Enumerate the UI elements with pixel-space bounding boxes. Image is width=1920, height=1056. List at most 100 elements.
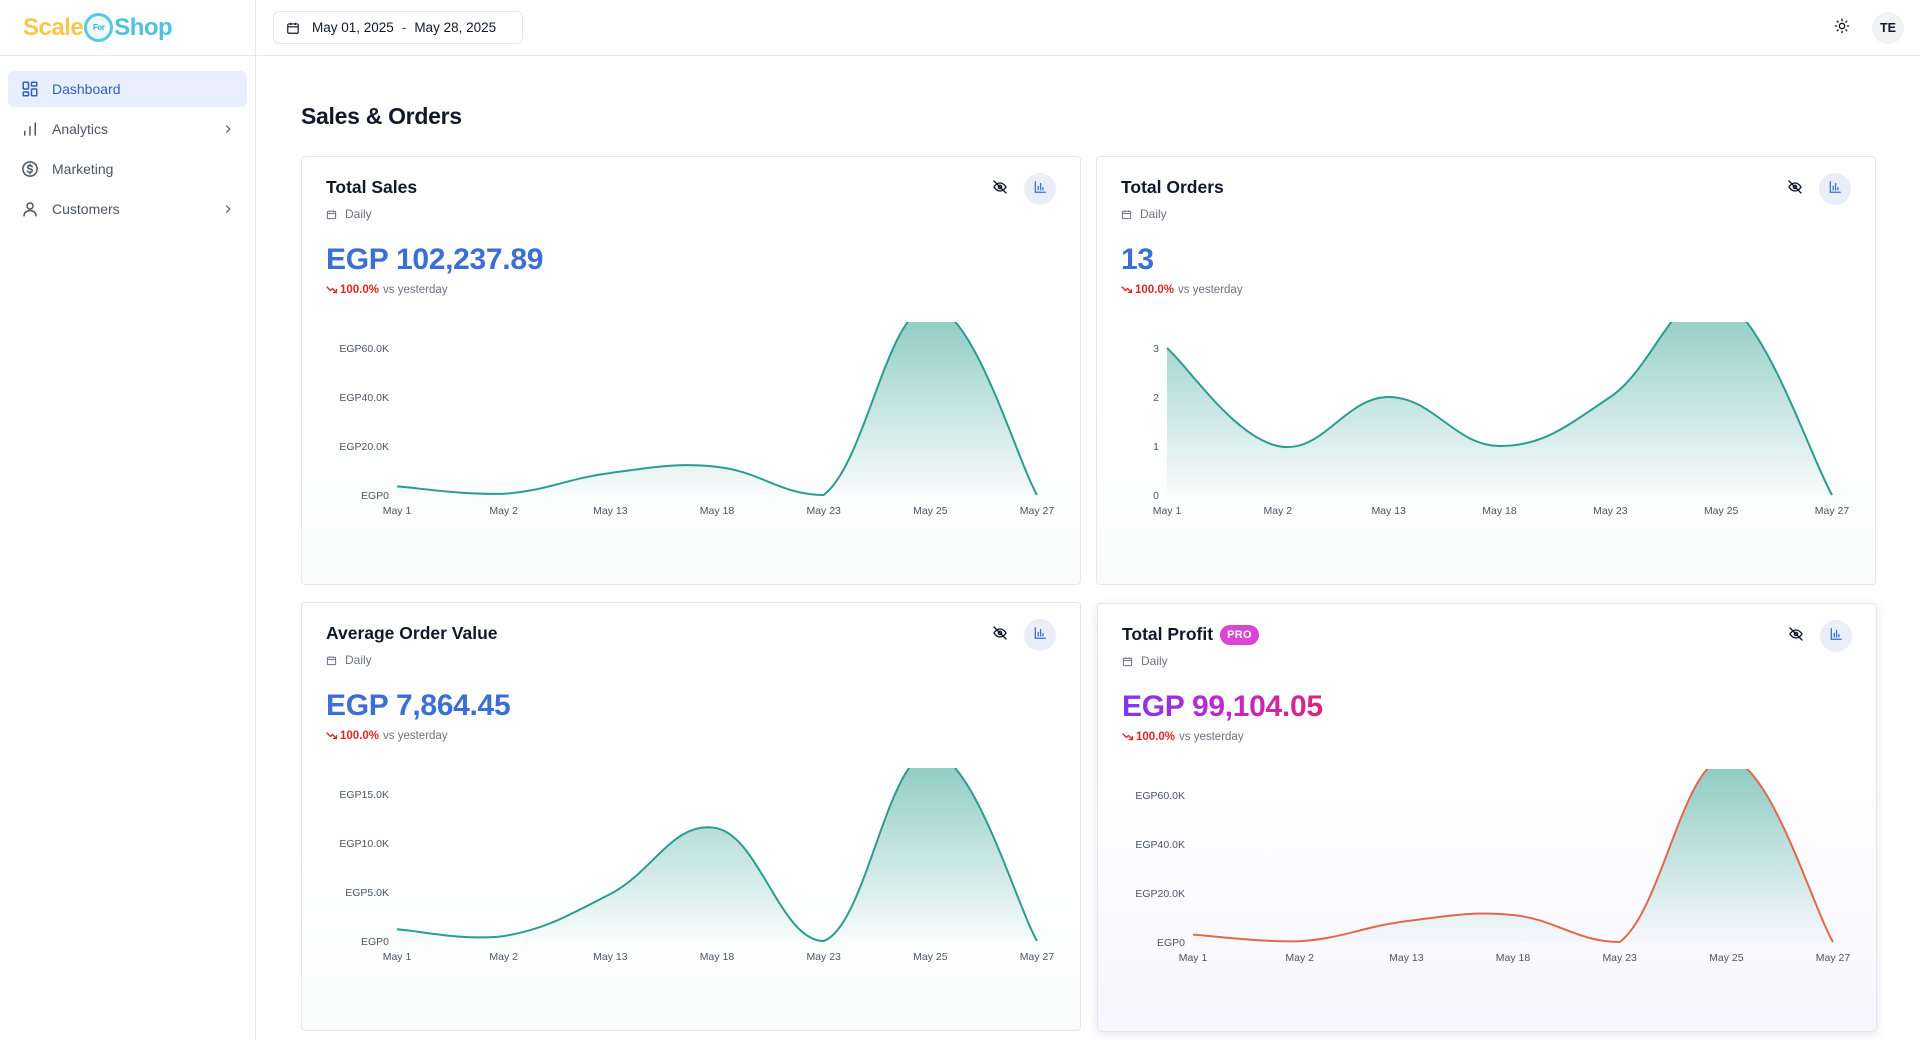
y-tick-label: EGP0 xyxy=(361,936,389,948)
x-tick-label: May 2 xyxy=(489,951,518,963)
chart-view-button[interactable] xyxy=(1819,173,1851,205)
y-tick-label: EGP20.0K xyxy=(1135,888,1185,900)
data-point[interactable] xyxy=(1164,345,1170,351)
data-point[interactable] xyxy=(821,492,827,498)
change-percent: 100.0% xyxy=(1135,284,1175,296)
bar-chart-icon xyxy=(20,119,40,139)
chart-area-fill xyxy=(1193,769,1833,942)
card-change: 100.0% vs yesterday xyxy=(326,730,448,742)
hide-card-button[interactable] xyxy=(984,619,1016,651)
x-tick-label: May 13 xyxy=(1389,952,1424,964)
data-point[interactable] xyxy=(1190,932,1196,938)
sidebar-item-dashboard[interactable]: Dashboard xyxy=(8,71,247,107)
calendar-icon xyxy=(1122,656,1133,667)
data-point[interactable] xyxy=(1034,938,1040,944)
chart-view-button[interactable] xyxy=(1024,173,1056,205)
sidebar-item-marketing[interactable]: Marketing xyxy=(8,151,247,187)
sidebar-item-label: Analytics xyxy=(52,121,109,137)
sidebar-item-customers[interactable]: Customers xyxy=(8,191,247,227)
data-point[interactable] xyxy=(394,926,400,932)
sidebar-item-label: Marketing xyxy=(52,161,114,177)
data-point[interactable] xyxy=(821,938,827,944)
x-tick-label: May 18 xyxy=(700,505,735,517)
sidebar-nav: Dashboard Analytics Marketing xyxy=(0,56,255,227)
x-tick-label: May 25 xyxy=(1709,952,1744,964)
x-tick-label: May 2 xyxy=(1264,505,1293,517)
y-tick-label: EGP60.0K xyxy=(1135,790,1185,802)
x-tick-label: May 1 xyxy=(1153,505,1182,517)
bar-chart-icon xyxy=(1033,180,1047,199)
chart-total-sales: EGP0EGP20.0KEGP40.0KEGP60.0KEGP80.0KMay … xyxy=(339,322,1054,517)
card-title: Total Orders xyxy=(1121,177,1224,198)
card-period-label: Daily xyxy=(345,653,372,667)
x-tick-label: May 18 xyxy=(700,951,735,963)
data-point[interactable] xyxy=(1034,492,1040,498)
user-icon xyxy=(20,199,40,219)
data-point[interactable] xyxy=(1297,938,1303,944)
data-point[interactable] xyxy=(714,825,720,831)
data-point[interactable] xyxy=(1386,394,1392,400)
hide-card-button[interactable] xyxy=(984,173,1016,205)
chart-view-button[interactable] xyxy=(1820,620,1852,652)
y-tick-label: 3 xyxy=(1153,343,1159,355)
hide-card-button[interactable] xyxy=(1779,173,1811,205)
data-point[interactable] xyxy=(1403,918,1409,924)
bar-chart-icon xyxy=(1829,627,1843,646)
x-tick-label: May 25 xyxy=(913,505,948,517)
card-actions xyxy=(1779,173,1851,205)
data-point[interactable] xyxy=(501,491,507,497)
hide-card-button[interactable] xyxy=(1780,620,1812,652)
card-title-text: Total Sales xyxy=(326,177,418,197)
bar-chart-icon xyxy=(1828,180,1842,199)
date-range-separator: - xyxy=(401,20,407,35)
data-point[interactable] xyxy=(607,891,613,897)
date-range-picker[interactable]: May 01, 2025 - May 28, 2025 xyxy=(273,11,523,44)
data-point[interactable] xyxy=(1510,912,1516,918)
card-change: 100.0% vs yesterday xyxy=(1122,731,1244,743)
y-tick-label: EGP10.0K xyxy=(339,838,389,850)
user-avatar[interactable]: TE xyxy=(1872,12,1904,44)
y-tick-label: EGP0 xyxy=(1157,937,1185,949)
card-period: Daily xyxy=(326,653,372,667)
chart-area-fill xyxy=(397,768,1037,941)
x-tick-label: May 2 xyxy=(489,505,518,517)
data-point[interactable] xyxy=(1497,443,1503,449)
bar-chart-icon xyxy=(1033,626,1047,645)
x-tick-label: May 13 xyxy=(593,505,628,517)
change-label: vs yesterday xyxy=(383,284,448,296)
theme-toggle-button[interactable] xyxy=(1826,12,1858,44)
x-tick-label: May 13 xyxy=(1371,505,1406,517)
chart-view-button[interactable] xyxy=(1024,619,1056,651)
chart-area-fill xyxy=(1167,322,1832,495)
data-point[interactable] xyxy=(1617,939,1623,945)
chart-series-line xyxy=(396,768,1038,943)
sidebar-item-label: Customers xyxy=(52,201,120,217)
calendar-icon xyxy=(326,209,337,220)
card-metric-value: EGP 7,864.45 xyxy=(326,689,511,722)
change-label: vs yesterday xyxy=(1178,284,1243,296)
card-period-label: Daily xyxy=(345,207,372,221)
card-metric-value: EGP 102,237.89 xyxy=(326,243,544,276)
top-header: May 01, 2025 - May 28, 2025 TE xyxy=(257,0,1920,56)
card-title-text: Total Profit xyxy=(1122,624,1214,644)
data-point[interactable] xyxy=(1275,443,1281,449)
data-point[interactable] xyxy=(607,470,613,476)
data-point[interactable] xyxy=(1607,394,1613,400)
card-period: Daily xyxy=(326,207,372,221)
data-point[interactable] xyxy=(714,464,720,470)
card-period-label: Daily xyxy=(1141,654,1168,668)
eye-off-icon xyxy=(992,625,1008,646)
data-point[interactable] xyxy=(501,933,507,939)
card-change: 100.0% vs yesterday xyxy=(1121,284,1243,296)
data-point[interactable] xyxy=(394,483,400,489)
x-tick-label: May 1 xyxy=(383,505,412,517)
header-actions: TE xyxy=(1826,12,1904,44)
sun-icon xyxy=(1834,18,1850,39)
brand-logo[interactable]: Scale For Shop xyxy=(0,0,255,56)
data-point[interactable] xyxy=(1830,939,1836,945)
card-total-profit: Total Profit PRO Daily EGP 99,104.05 100… xyxy=(1097,603,1877,1032)
data-point[interactable] xyxy=(1829,492,1835,498)
y-tick-label: 1 xyxy=(1153,441,1159,453)
sidebar-item-analytics[interactable]: Analytics xyxy=(8,111,247,147)
